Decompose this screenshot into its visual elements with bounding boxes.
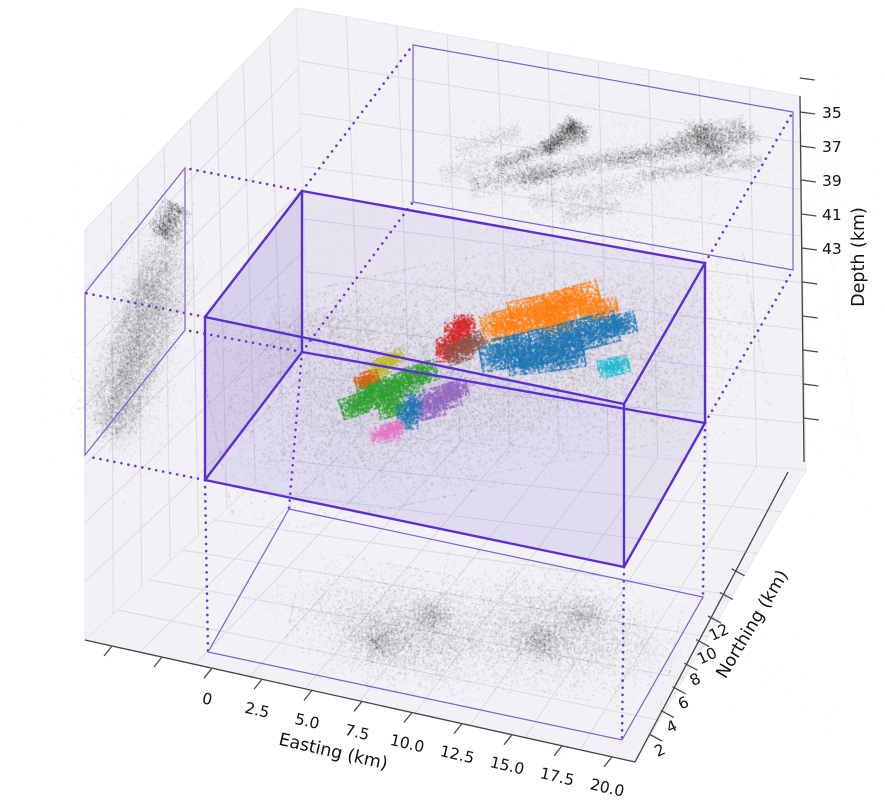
easting-tick-label: 7.5 bbox=[343, 721, 371, 744]
tick-mark bbox=[800, 179, 817, 183]
tick-mark bbox=[802, 315, 818, 319]
tick-mark bbox=[707, 615, 722, 624]
tick-mark bbox=[799, 77, 815, 81]
tick-mark bbox=[800, 111, 816, 115]
tick-mark bbox=[603, 756, 613, 768]
tick-mark bbox=[660, 709, 675, 718]
tick-mark bbox=[802, 349, 819, 353]
tick-mark bbox=[803, 417, 819, 421]
projection-outlines bbox=[84, 44, 794, 741]
depth-tick-label: 43 bbox=[822, 240, 842, 258]
easting-tick-label: 20.0 bbox=[588, 775, 626, 800]
northing-tick-label: 4 bbox=[663, 717, 680, 737]
axis-spines bbox=[84, 95, 805, 763]
northing-tick-label: 12 bbox=[706, 620, 731, 645]
tick-mark bbox=[353, 701, 363, 712]
bounding-box-edges bbox=[203, 189, 707, 569]
tick-mark bbox=[731, 568, 745, 577]
dotted-connectors bbox=[83, 43, 795, 742]
tick-mark bbox=[203, 667, 213, 679]
northing-tick-label: 6 bbox=[675, 693, 692, 713]
tick-mark bbox=[453, 723, 463, 735]
northing-tick-label: 2 bbox=[652, 740, 669, 760]
depth-tick-label: 37 bbox=[822, 138, 842, 156]
tick-mark bbox=[503, 734, 513, 746]
tick-mark bbox=[684, 662, 698, 671]
easting-tick-label: 15.0 bbox=[488, 753, 526, 778]
easting-tick-label: 5.0 bbox=[293, 710, 321, 733]
depth-spine bbox=[799, 95, 805, 463]
northing-tick-label: 8 bbox=[687, 669, 704, 689]
tick-mark bbox=[695, 639, 710, 648]
tick-mark bbox=[553, 745, 563, 757]
tick-mark bbox=[303, 689, 313, 701]
easting-tick-label: 10.0 bbox=[388, 731, 426, 756]
depth-tick-label: 39 bbox=[822, 172, 842, 190]
tick-marks-and-labels: 0 2.5 5.0 7.5 10.0 12.5 15.0 17.5 20.02468101235… bbox=[103, 77, 842, 800]
easting-axis-label: Easting (km) bbox=[277, 730, 390, 775]
depth-axis-label: Depth (km) bbox=[849, 207, 869, 307]
projection-outline-left-wall bbox=[84, 166, 186, 457]
tick-mark bbox=[103, 645, 113, 657]
tick-mark bbox=[801, 247, 817, 251]
tick-mark bbox=[253, 678, 263, 690]
tick-mark bbox=[801, 213, 817, 217]
projection-outline-floor bbox=[207, 508, 704, 741]
depth-tick-label: 41 bbox=[822, 206, 842, 224]
easting-tick-label: 17.5 bbox=[538, 764, 576, 789]
tick-mark bbox=[153, 656, 163, 668]
tick-mark bbox=[802, 281, 818, 285]
easting-tick-label: 12.5 bbox=[438, 742, 476, 767]
tick-mark bbox=[800, 145, 816, 149]
tick-mark bbox=[403, 712, 413, 723]
tick-mark bbox=[648, 733, 663, 742]
projection-outline-top-wall bbox=[412, 44, 794, 271]
tick-mark bbox=[803, 383, 819, 387]
tick-mark bbox=[672, 686, 686, 695]
depth-tick-label: 35 bbox=[822, 104, 842, 122]
easting-spine bbox=[84, 639, 636, 763]
easting-tick-label: 0 bbox=[200, 689, 214, 709]
northing-spine bbox=[634, 471, 789, 763]
tick-mark bbox=[719, 591, 734, 600]
easting-tick-label: 2.5 bbox=[243, 699, 271, 722]
